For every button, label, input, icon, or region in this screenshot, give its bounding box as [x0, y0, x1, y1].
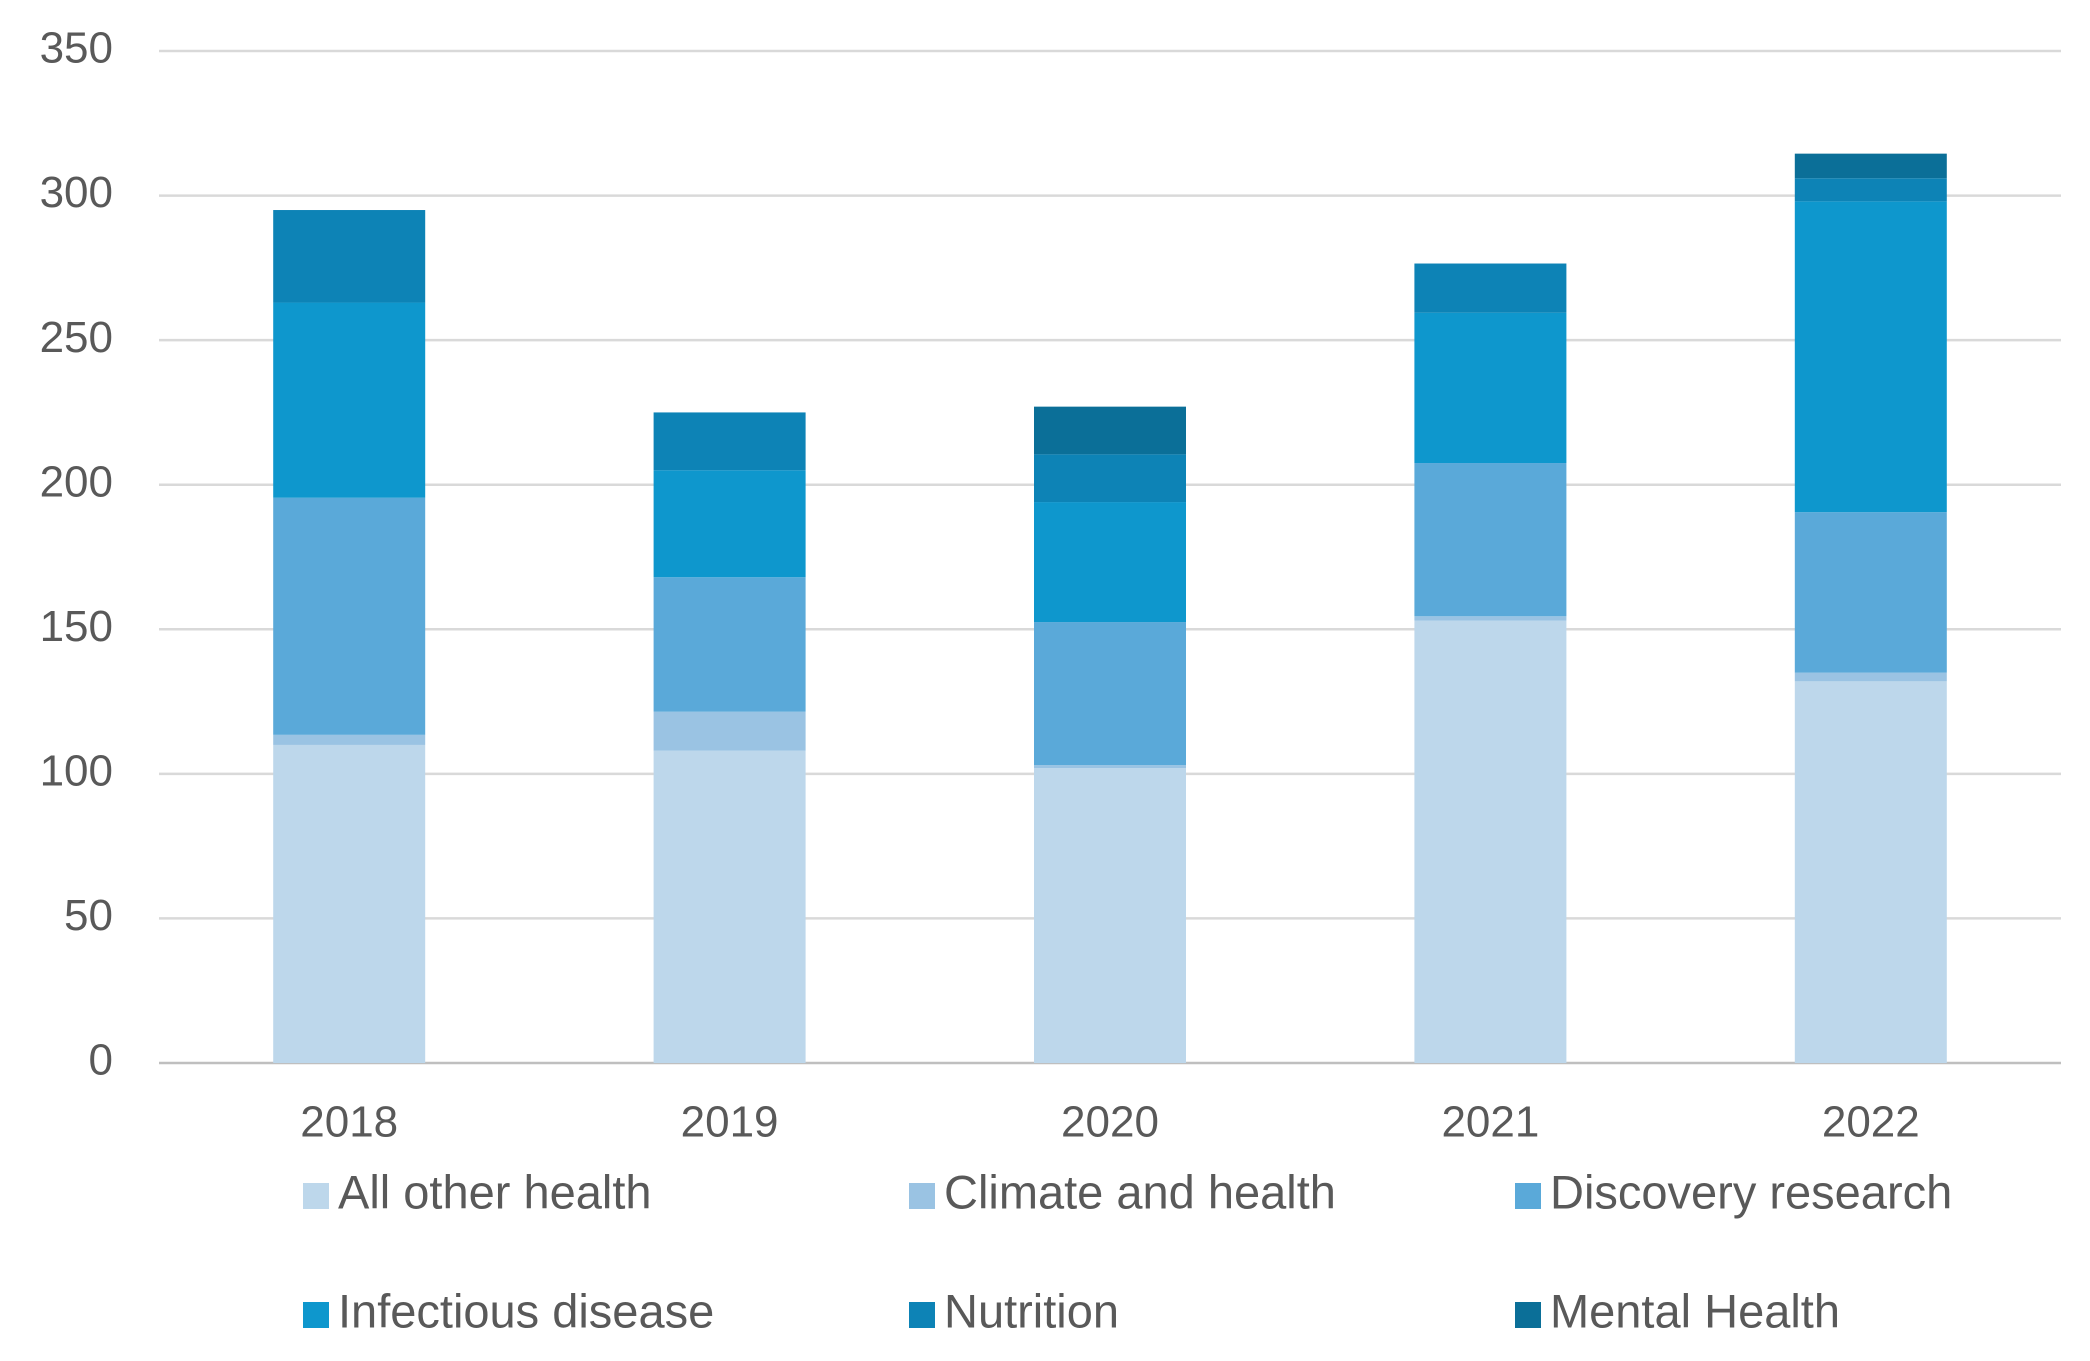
bar-segment [1034, 454, 1186, 503]
bar-segment [1794, 201, 1947, 513]
legend-label: Mental Health [1550, 1284, 1840, 1337]
y-tick-label: 0 [89, 1036, 113, 1085]
legend-swatch [303, 1302, 329, 1328]
y-tick-label: 300 [40, 168, 113, 217]
legend-swatch [303, 1183, 329, 1209]
legend-swatch [909, 1183, 935, 1209]
bar-segment [1414, 312, 1567, 464]
bar-segment [273, 210, 426, 303]
legend-swatch [909, 1302, 935, 1328]
legend-label: Nutrition [944, 1284, 1119, 1337]
legend-label: Discovery research [1550, 1165, 1952, 1218]
bar-segment [653, 711, 806, 751]
y-tick-label: 250 [40, 313, 113, 362]
bar-segment [1034, 768, 1186, 1063]
x-tick-label: 2020 [1061, 1098, 1159, 1147]
bar-segment [1414, 463, 1567, 617]
y-tick-label: 150 [40, 602, 113, 651]
bar-segment [1414, 616, 1567, 621]
legend-swatch [1515, 1183, 1541, 1209]
x-tick-label: 2018 [300, 1098, 398, 1147]
bar-segment [1794, 681, 1947, 1063]
x-tick-label: 2021 [1441, 1098, 1539, 1147]
bar-segment [273, 744, 426, 1063]
y-tick-label: 100 [40, 746, 113, 795]
bar-segment [273, 734, 426, 745]
legend-swatch [1515, 1302, 1541, 1328]
x-tick-label: 2019 [681, 1098, 779, 1147]
y-tick-label: 200 [40, 457, 113, 506]
bar-segment [1794, 512, 1947, 673]
bar-segment [1034, 622, 1186, 766]
legend-label: Climate and health [944, 1165, 1336, 1218]
bar-segment [1414, 620, 1567, 1063]
bar-segment [1034, 406, 1186, 455]
bar-segment [653, 750, 806, 1063]
bar-segment [1794, 153, 1947, 179]
bar-segment [1414, 263, 1567, 313]
bar-segment [273, 497, 426, 735]
bar-segment [1794, 672, 1947, 682]
bar-segment [653, 577, 806, 712]
x-tick-label: 2022 [1822, 1098, 1920, 1147]
y-tick-label: 350 [40, 24, 113, 73]
bar-segment [1794, 178, 1947, 202]
bar-segment [653, 412, 806, 471]
bar-segment [273, 302, 426, 498]
bar-segment [1034, 502, 1186, 623]
legend-label: All other health [338, 1165, 652, 1218]
legend-label: Infectious disease [338, 1284, 714, 1337]
bar-segment [1034, 765, 1186, 769]
y-tick-label: 50 [64, 891, 113, 940]
bar-segment [653, 470, 806, 578]
